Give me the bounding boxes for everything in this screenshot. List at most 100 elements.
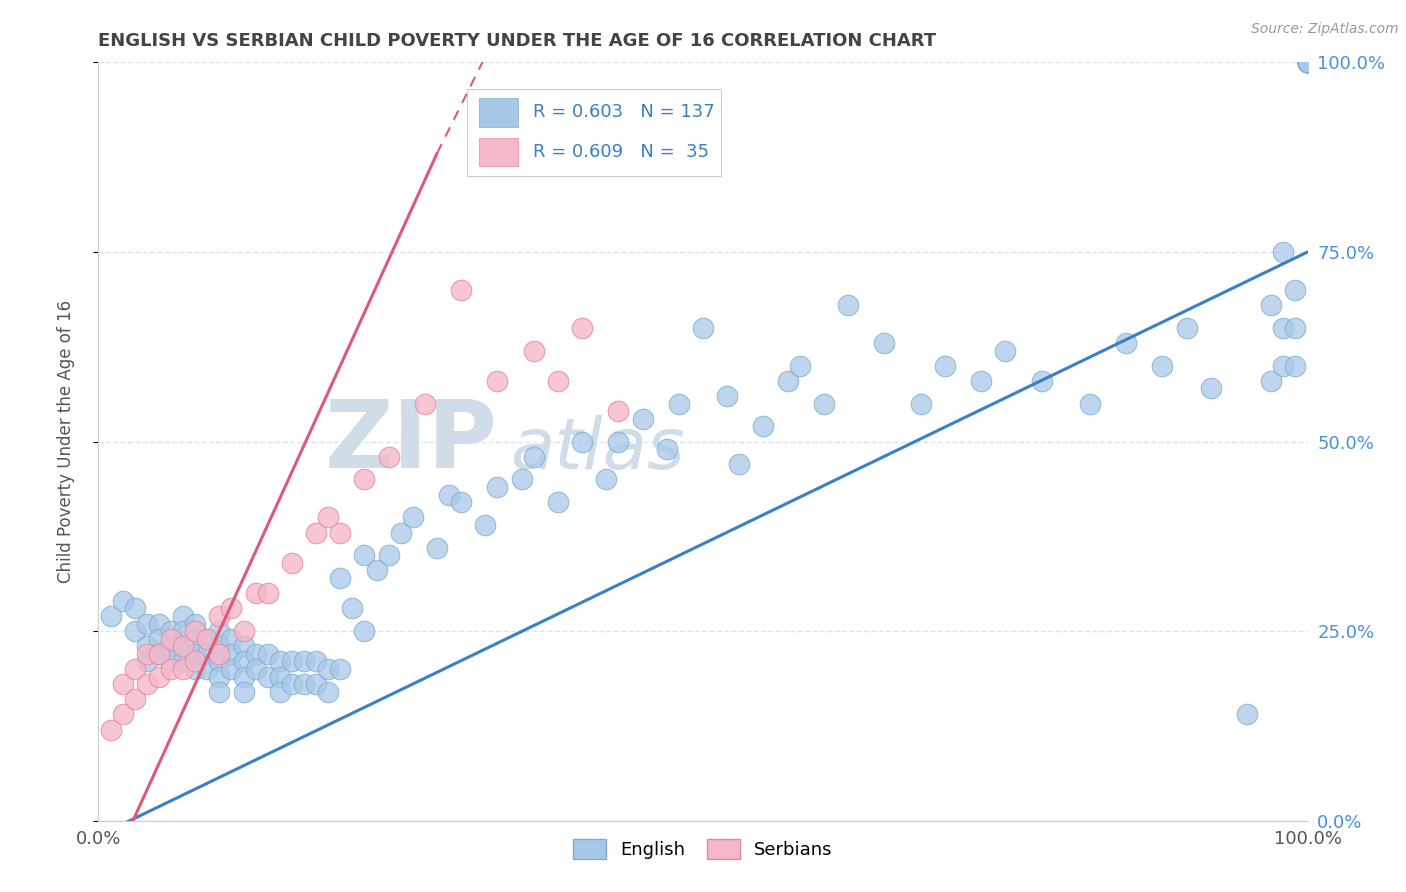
Point <box>1296 55 1319 70</box>
Point <box>934 359 956 373</box>
Point <box>221 601 243 615</box>
Point <box>1296 55 1319 70</box>
Point <box>1296 55 1319 70</box>
Point <box>292 677 315 691</box>
Point <box>160 624 183 639</box>
Point <box>377 450 399 464</box>
Point <box>195 662 218 676</box>
Point <box>1272 359 1295 373</box>
FancyBboxPatch shape <box>479 137 517 166</box>
Point <box>1199 382 1222 396</box>
Point <box>607 404 630 418</box>
Point <box>402 510 425 524</box>
Point <box>316 662 339 676</box>
Point <box>547 495 569 509</box>
Point <box>148 647 170 661</box>
Point <box>450 283 472 297</box>
Point <box>148 669 170 683</box>
Point <box>135 616 157 631</box>
Point <box>1296 55 1319 70</box>
Point <box>1296 55 1319 70</box>
Point <box>571 434 593 449</box>
Point <box>232 685 254 699</box>
Point <box>1296 55 1319 70</box>
Point <box>1260 298 1282 312</box>
Point <box>1296 55 1319 70</box>
Point <box>1296 55 1319 70</box>
Point <box>413 396 436 410</box>
Point <box>195 647 218 661</box>
Point <box>353 473 375 487</box>
Point <box>1175 320 1198 334</box>
Point <box>1272 244 1295 259</box>
Point <box>256 586 278 600</box>
Point <box>450 495 472 509</box>
Point <box>1236 707 1258 722</box>
Point <box>1296 55 1319 70</box>
Point <box>631 412 654 426</box>
Point <box>329 662 352 676</box>
Point <box>208 685 231 699</box>
Point <box>752 419 775 434</box>
Point <box>172 655 194 669</box>
Point <box>148 616 170 631</box>
Point <box>208 655 231 669</box>
Point <box>245 647 267 661</box>
Point <box>353 548 375 563</box>
Point <box>245 662 267 676</box>
Point <box>160 632 183 646</box>
Point <box>523 343 546 358</box>
Point <box>269 655 291 669</box>
Point <box>208 624 231 639</box>
Text: ZIP: ZIP <box>325 395 498 488</box>
Point <box>135 677 157 691</box>
Point <box>668 396 690 410</box>
Point <box>486 480 509 494</box>
Point <box>1296 55 1319 70</box>
Point <box>111 707 134 722</box>
Point <box>329 525 352 540</box>
Point <box>184 647 207 661</box>
Point <box>305 677 328 691</box>
Point <box>1296 55 1319 70</box>
Point <box>1296 55 1319 70</box>
Point <box>607 434 630 449</box>
Point <box>124 662 146 676</box>
Point <box>970 374 993 388</box>
Point <box>292 655 315 669</box>
Point <box>148 632 170 646</box>
Point <box>111 594 134 608</box>
Point <box>595 473 617 487</box>
Point <box>172 608 194 623</box>
Point <box>342 601 364 615</box>
Point <box>269 685 291 699</box>
Point <box>486 374 509 388</box>
Point <box>184 655 207 669</box>
Point <box>1296 55 1319 70</box>
Point <box>256 647 278 661</box>
Point <box>474 517 496 532</box>
Point <box>813 396 835 410</box>
Point <box>353 624 375 639</box>
Point <box>1284 283 1306 297</box>
Point <box>1284 320 1306 334</box>
Point <box>776 374 799 388</box>
Point <box>184 616 207 631</box>
Point <box>377 548 399 563</box>
Point <box>1296 55 1319 70</box>
Point <box>232 639 254 653</box>
Point <box>1078 396 1101 410</box>
Point <box>1272 320 1295 334</box>
Point <box>172 639 194 653</box>
Point <box>1296 55 1319 70</box>
Point <box>547 374 569 388</box>
Point <box>172 639 194 653</box>
Point <box>1284 359 1306 373</box>
Point <box>1296 55 1319 70</box>
Point <box>329 571 352 585</box>
Point <box>232 624 254 639</box>
Point <box>910 396 932 410</box>
Point <box>172 624 194 639</box>
Y-axis label: Child Poverty Under the Age of 16: Child Poverty Under the Age of 16 <box>56 300 75 583</box>
Point <box>1296 55 1319 70</box>
